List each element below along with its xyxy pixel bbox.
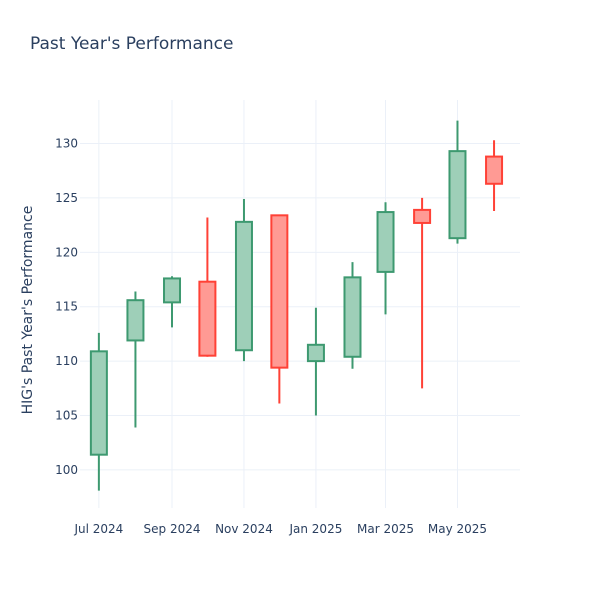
y-tick-label: 115 xyxy=(55,300,78,314)
candle-body xyxy=(163,277,182,304)
x-tick-label: Sep 2024 xyxy=(144,522,201,536)
x-tick-label: Nov 2024 xyxy=(215,522,273,536)
candle xyxy=(343,262,362,369)
candle xyxy=(89,332,108,491)
y-tick-label: 105 xyxy=(55,409,78,423)
chart-title: Past Year's Performance xyxy=(30,34,234,54)
candle-body xyxy=(413,208,432,224)
x-tick-label: Jan 2025 xyxy=(288,522,342,536)
x-tick-label: Jul 2024 xyxy=(73,522,123,536)
candle-body xyxy=(306,343,325,363)
candle xyxy=(448,120,467,244)
y-tick-label: 130 xyxy=(55,137,78,151)
candles xyxy=(89,120,504,491)
y-tick-label: 110 xyxy=(55,354,78,368)
candle xyxy=(234,199,253,362)
candle xyxy=(485,140,504,211)
axes: 100 105 110 115 120 125 130 Jul 2024 Sep 2024 Nov… xyxy=(55,137,487,536)
y-tick-label: 125 xyxy=(55,191,78,205)
candle xyxy=(198,217,217,357)
x-tick-label: May 2025 xyxy=(428,522,487,536)
candle xyxy=(376,202,395,315)
y-axis-title: HIG's Past Year's Performance xyxy=(20,206,36,415)
candle-body xyxy=(270,214,289,369)
candle xyxy=(306,307,325,416)
candle-body xyxy=(89,350,108,456)
candle xyxy=(413,197,432,389)
y-tick-label: 100 xyxy=(55,463,78,477)
candle-body xyxy=(234,220,253,352)
candle-body xyxy=(448,150,467,240)
candle-body xyxy=(198,280,217,357)
candle xyxy=(163,276,182,328)
candle xyxy=(126,291,145,428)
candle-body xyxy=(376,211,395,273)
candle-body xyxy=(485,155,504,185)
candle-body xyxy=(343,276,362,358)
candle-body xyxy=(126,299,145,342)
y-tick-label: 120 xyxy=(55,245,78,259)
candle xyxy=(270,214,289,404)
x-tick-label: Mar 2025 xyxy=(357,522,414,536)
